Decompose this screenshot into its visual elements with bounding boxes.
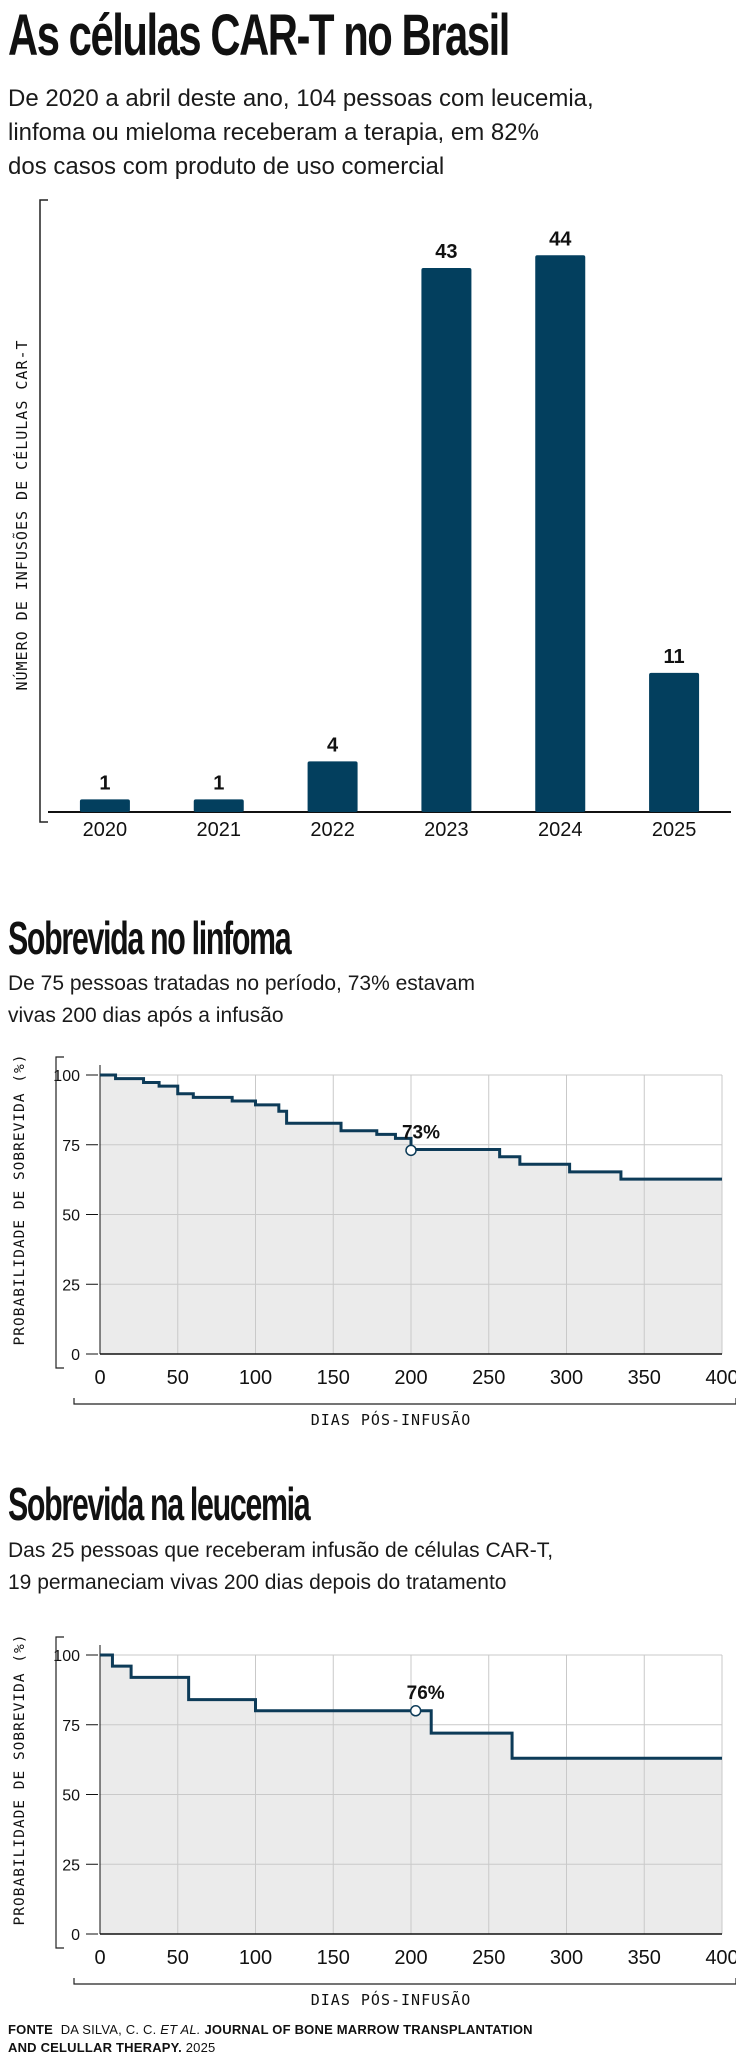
bar-value-label: 44 [549,228,572,250]
y-axis-label: PROBABILIDADE DE SOBREVIDA (%) [12,1054,28,1346]
y-tick-label: 50 [62,1208,80,1225]
x-tick-label: 100 [239,1947,272,1969]
highlight-marker [405,1144,417,1157]
x-tick-label: 350 [628,1367,661,1389]
bar-value-label: 1 [99,772,110,794]
y-tick-label: 0 [71,1347,80,1364]
y-tick-label: 75 [62,1138,80,1155]
leukemia-title: Sobrevida na leucemia [8,1478,311,1530]
source-journal: AND CELULLAR THERAPY. [8,2040,182,2055]
bar [79,799,130,812]
subtitle-line: De 2020 a abril deste ano, 104 pessoas c… [8,85,594,112]
bar [307,761,358,812]
subtitle-line: vivas 200 dias após a infusão [8,1004,284,1027]
leukemia-survival-chart: 76% 0 25 50 75 100 0 50 100 150 200 250 300 350 400 DIA… [12,1634,736,2009]
survival-curve [100,1653,722,1760]
y-tick-label: 50 [62,1788,80,1805]
y-tick-label: 100 [53,1068,80,1085]
y-axis-bracket [55,1056,64,1369]
x-axis-label: DIAS PÓS-INFUSÃO [311,1990,472,2009]
y-axis-label: NÚMERO DE INFUSÕES DE CÉLULAS CAR-T [12,339,31,690]
x-tick-label: 150 [317,1367,350,1389]
y-tick-label: 75 [62,1718,80,1735]
subtitle-line: De 75 pessoas tratadas no período, 73% e… [8,972,475,995]
lymphoma-survival-chart: 73% 0 25 50 75 100 0 50 100 150 200 250 300 350 400 DIA… [12,1054,736,1429]
bar [535,255,586,813]
y-axis-label: PROBABILIDADE DE SOBREVIDA (%) [12,1634,28,1926]
bar-chart: NÚMERO DE INFUSÕES DE CÉLULAS CAR-T 1 202… [12,199,731,841]
source-label: FONTE [8,2022,54,2037]
lymphoma-title: Sobrevida no linfoma [8,912,292,964]
highlight-label: 73% [402,1122,440,1143]
x-tick-label: 200 [394,1947,427,1969]
y-tick-label: 100 [53,1648,80,1665]
bar [193,799,244,812]
bar-value-label: 4 [327,734,339,756]
source-year: 2025 [185,2040,216,2055]
leukemia-subtitle: Das 25 pessoas que receberam infusão de … [8,1535,553,1599]
y-axis-bracket [39,199,48,823]
y-tick-label: 25 [62,1277,80,1294]
x-tick-label: 50 [167,1367,189,1389]
x-axis-bracket [73,1398,736,1405]
x-tick-label: 2020 [83,819,128,841]
x-tick-label: 2022 [310,819,355,841]
x-tick-label: 2023 [424,819,469,841]
x-tick-label: 50 [167,1947,189,1969]
page-title: As células CAR-T no Brasil [8,3,510,68]
y-tick-label: 0 [71,1927,80,1944]
x-tick-label: 300 [550,1947,583,1969]
bar-value-label: 1 [213,772,224,794]
bars-group: 1 2020 1 2021 4 2022 43 2023 44 2024 11 2025 [79,228,700,841]
x-tick-label: 200 [394,1367,427,1389]
x-tick-label: 100 [239,1367,272,1389]
x-tick-label: 2021 [197,819,242,841]
x-tick-label: 2025 [652,819,697,841]
bar [649,672,700,812]
x-tick-label: 0 [94,1367,105,1389]
x-tick-label: 400 [705,1947,736,1969]
bar-value-label: 43 [435,241,457,263]
x-tick-label: 350 [628,1947,661,1969]
x-tick-label: 150 [317,1947,350,1969]
x-tick-label: 250 [472,1367,505,1389]
subtitle-line: 19 permaneciam vivas 200 dias depois do … [8,1571,507,1594]
subtitle-line: Das 25 pessoas que receberam infusão de … [8,1539,554,1562]
source-journal: JOURNAL OF BONE MARROW TRANSPLANTATION [204,2022,533,2037]
x-tick-label: 250 [472,1947,505,1969]
survival-curve [100,1073,722,1181]
x-tick-label: 2024 [538,819,583,841]
lymphoma-subtitle: De 75 pessoas tratadas no período, 73% e… [8,968,475,1032]
x-tick-label: 300 [550,1367,583,1389]
source-footer: FONTE DA SILVA, C. C. ET AL. JOURNAL OF … [8,2021,708,2057]
highlight-label: 76% [407,1683,445,1704]
x-axis-label: DIAS PÓS-INFUSÃO [311,1410,472,1429]
y-tick-label: 25 [62,1857,80,1874]
page-subtitle: De 2020 a abril deste ano, 104 pessoas c… [8,82,594,184]
x-tick-label: 0 [94,1947,105,1969]
y-axis-bracket [55,1636,64,1949]
x-axis-bracket [73,1978,736,1985]
highlight-marker [409,1705,422,1717]
source-etal: ET AL. [160,2022,201,2037]
x-tick-label: 400 [705,1367,736,1389]
bar [421,267,472,812]
source-authors: DA SILVA, C. C. [60,2022,157,2037]
bar-value-label: 11 [664,646,685,668]
subtitle-line: dos casos com produto de uso comercial [8,153,445,180]
subtitle-line: linfoma ou mieloma receberam a terapia, … [8,119,539,146]
